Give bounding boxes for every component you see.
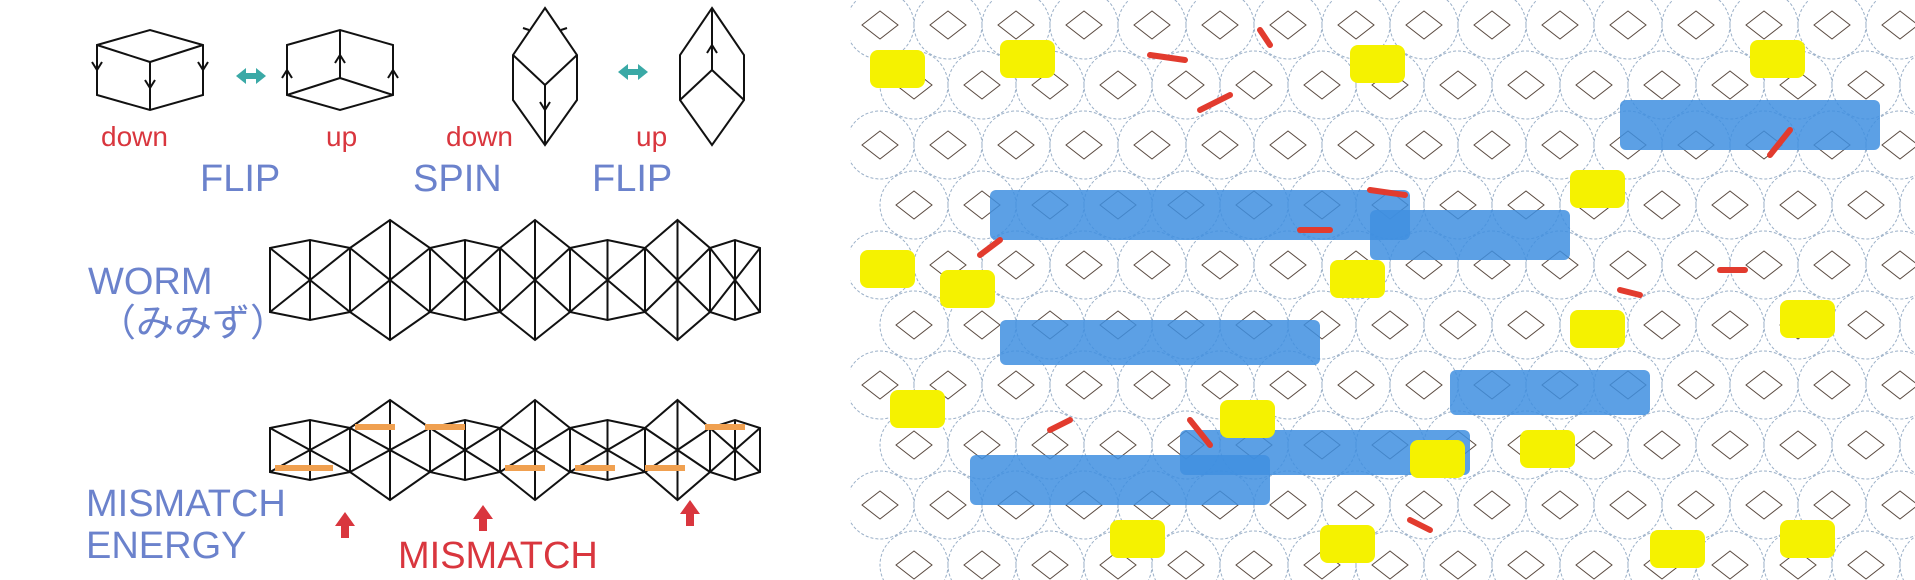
red-mismatch-segment: [1767, 127, 1793, 158]
yellow-tile: [1330, 260, 1385, 298]
up-label-2: up: [636, 121, 668, 152]
yellow-tile: [860, 250, 915, 288]
yellow-tile: [1220, 400, 1275, 438]
cube-up-diagram: [281, 28, 399, 112]
worm-strip-diagram: [269, 218, 761, 342]
quasicrystal-tiling-pattern: [850, 0, 1915, 580]
mismatch-strip-diagram: [269, 398, 761, 502]
red-mismatch-segment: [1617, 287, 1643, 298]
red-mismatch-segment: [1197, 92, 1233, 113]
yellow-tile: [1780, 520, 1835, 558]
yellow-tile: [1350, 45, 1405, 83]
yellow-tile: [1780, 300, 1835, 338]
mismatch-up-arrow-icons: [335, 500, 700, 538]
red-mismatch-segment: [1187, 417, 1213, 448]
worm-label: WORM: [88, 261, 213, 303]
blue-tile-band: [990, 190, 1410, 240]
cube-down-diagram: [91, 28, 209, 112]
tile-diagrams: [91, 6, 761, 538]
blue-tile-band: [970, 455, 1270, 505]
up-label-1: up: [326, 121, 358, 152]
down-label-1: down: [101, 121, 168, 152]
yellow-tile: [1570, 170, 1625, 208]
red-mismatch-segment: [1367, 187, 1408, 198]
yellow-tile: [1650, 530, 1705, 568]
mismatch-label: MISMATCH: [398, 535, 598, 577]
spin-label: SPIN: [413, 158, 502, 200]
worm-japanese-label: （みみず）: [98, 303, 289, 345]
spin-up-diagram: [679, 6, 745, 147]
blue-tile-band: [1450, 370, 1650, 415]
flip-label-2: FLIP: [592, 158, 673, 200]
blue-tile-band: [1370, 210, 1570, 260]
yellow-tile: [940, 270, 995, 308]
yellow-tile: [1000, 40, 1055, 78]
mismatch-energy-label-line1: MISMATCH: [86, 483, 286, 525]
red-mismatch-segment: [977, 237, 1003, 258]
yellow-tile: [1570, 310, 1625, 348]
red-mismatch-segment: [1147, 52, 1188, 63]
left-diagram-panel: down up down up FLIP SPIN FLIP WORM （みみず…: [0, 0, 850, 580]
red-mismatch-segment: [1257, 27, 1273, 48]
spin-arrow-icon: [618, 64, 648, 80]
blue-tile-band: [1620, 100, 1880, 150]
red-mismatch-segment: [1407, 517, 1433, 533]
flip-arrow-icon: [236, 68, 266, 84]
yellow-tile: [1110, 520, 1165, 558]
down-label-2: down: [446, 121, 513, 152]
yellow-tile: [1410, 440, 1465, 478]
yellow-tile: [1320, 525, 1375, 563]
red-mismatch-segment: [1047, 417, 1073, 433]
blue-tile-band: [1000, 320, 1320, 365]
mismatch-energy-label-line2: ENERGY: [86, 525, 247, 567]
yellow-tile: [1520, 430, 1575, 468]
yellow-tile: [870, 50, 925, 88]
yellow-tile: [890, 390, 945, 428]
yellow-tile: [1750, 40, 1805, 78]
mismatch-orange-bars: [275, 424, 745, 471]
tiling-pattern-panel: [850, 0, 1915, 580]
flip-label-1: FLIP: [200, 158, 281, 200]
spin-down-diagram: [512, 6, 578, 147]
